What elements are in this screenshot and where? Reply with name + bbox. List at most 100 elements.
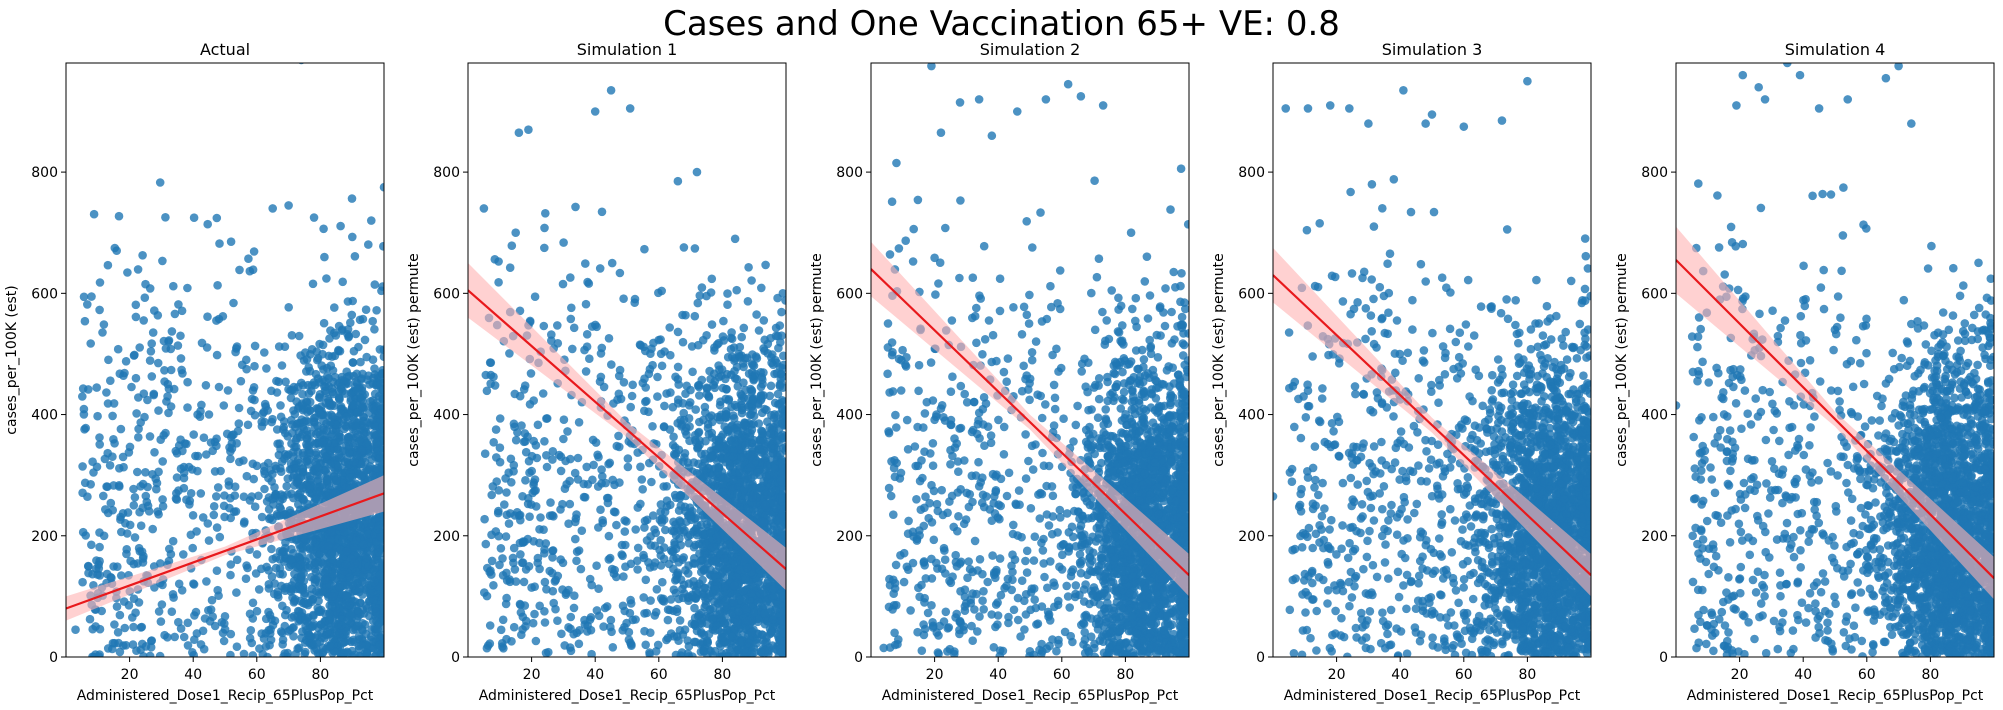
data-point (342, 547, 352, 556)
data-point (88, 457, 97, 467)
data-point (138, 251, 147, 260)
data-point (131, 300, 141, 310)
data-point (99, 320, 109, 329)
data-point (356, 375, 366, 384)
data-point (612, 572, 621, 582)
data-point (519, 437, 529, 447)
data-point (346, 318, 355, 328)
data-point (480, 588, 489, 597)
data-point (183, 618, 193, 628)
data-point (78, 577, 87, 587)
data-point (581, 367, 591, 376)
data-point (130, 533, 140, 542)
data-point (108, 411, 117, 421)
data-point (540, 437, 549, 446)
data-point (671, 576, 680, 585)
data-point (509, 622, 519, 632)
data-point (745, 432, 755, 442)
data-point (79, 292, 89, 302)
data-point (740, 594, 749, 603)
data-point (689, 577, 698, 586)
data-point (351, 421, 360, 430)
data-point (249, 247, 259, 256)
data-point (633, 543, 643, 553)
data-point (170, 632, 179, 642)
data-point (341, 560, 351, 569)
data-point (298, 464, 308, 474)
data-point (281, 538, 290, 547)
data-point (481, 539, 491, 549)
data-point (368, 316, 378, 326)
data-point (158, 495, 167, 504)
data-point (506, 454, 516, 464)
data-point (141, 468, 150, 477)
data-point (347, 519, 357, 528)
data-point (679, 408, 688, 418)
data-point (248, 598, 258, 608)
data-point (693, 298, 703, 308)
data-point (636, 462, 645, 472)
data-point (355, 315, 365, 325)
data-point (501, 532, 511, 541)
data-point (287, 439, 296, 448)
data-point (566, 273, 575, 282)
data-point (293, 644, 303, 653)
data-point (215, 532, 225, 542)
data-point (364, 547, 373, 557)
data-point (263, 652, 272, 657)
data-point (364, 240, 373, 249)
data-point (308, 621, 318, 631)
data-point (155, 651, 165, 657)
data-point (232, 439, 241, 448)
data-point (134, 393, 143, 402)
data-point (604, 555, 614, 564)
data-point (150, 583, 159, 592)
data-point (262, 497, 272, 506)
data-point (298, 405, 308, 415)
data-point (105, 461, 115, 470)
data-point (517, 421, 526, 430)
data-point (595, 264, 605, 273)
data-point (356, 459, 366, 469)
data-point (564, 623, 573, 632)
data-point (376, 428, 384, 438)
data-point (158, 457, 167, 466)
data-point (378, 445, 384, 455)
data-point (160, 377, 169, 386)
data-point (507, 241, 517, 250)
data-point (574, 639, 584, 649)
data-point (688, 367, 697, 377)
data-point (168, 590, 178, 599)
data-point (368, 355, 378, 365)
data-point (328, 634, 338, 644)
data-point (203, 519, 213, 528)
data-point (661, 525, 670, 535)
data-point (736, 637, 746, 646)
data-point (179, 632, 189, 642)
data-point (337, 326, 347, 336)
data-point (131, 373, 141, 383)
data-point (309, 213, 319, 222)
data-point (361, 629, 371, 639)
data-point (370, 325, 379, 334)
data-point (277, 361, 287, 370)
data-point (326, 417, 336, 427)
data-point (252, 606, 262, 616)
data-point (232, 342, 242, 351)
data-point (278, 640, 288, 649)
data-point (115, 610, 125, 620)
scatter-points (71, 63, 384, 657)
data-point (541, 209, 550, 218)
data-point (266, 513, 275, 522)
data-point (320, 574, 330, 584)
data-point (665, 605, 675, 615)
data-point (95, 571, 105, 580)
data-point (252, 550, 262, 559)
data-point (266, 635, 276, 645)
data-point (174, 300, 183, 309)
data-point (351, 329, 361, 339)
data-point (582, 330, 592, 339)
data-point (342, 591, 351, 601)
data-point (127, 382, 136, 392)
data-point (149, 390, 158, 400)
